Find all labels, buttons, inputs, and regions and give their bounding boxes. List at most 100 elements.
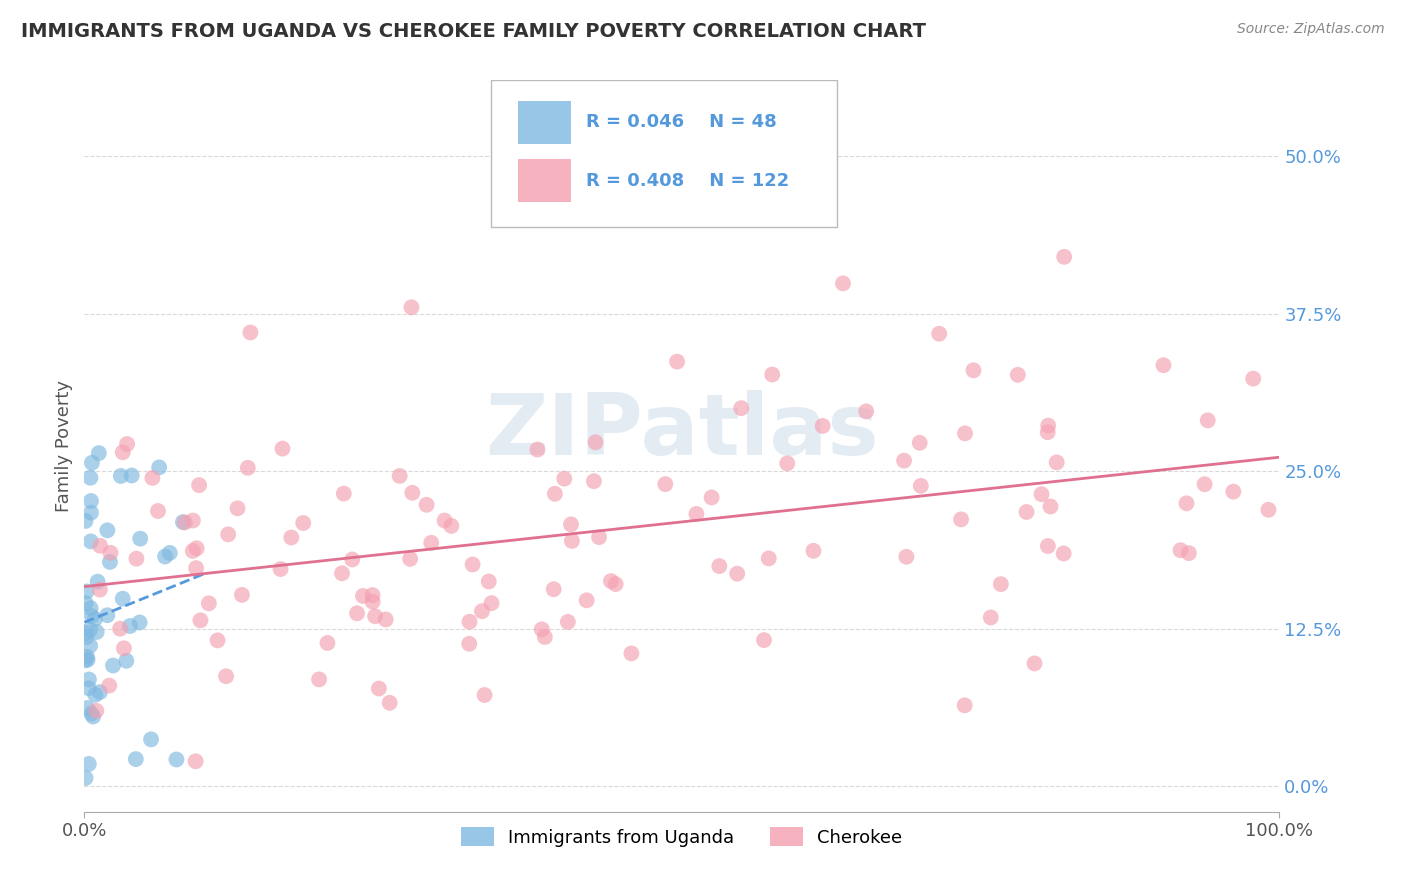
Point bbox=[685, 507, 707, 521]
Point bbox=[1038, 418, 1060, 433]
Point bbox=[433, 514, 456, 528]
Point bbox=[184, 561, 207, 575]
Point bbox=[236, 460, 259, 475]
Point bbox=[84, 688, 107, 702]
Point bbox=[1007, 368, 1029, 382]
Point bbox=[280, 531, 302, 545]
Point bbox=[87, 446, 110, 460]
Point bbox=[1053, 547, 1076, 561]
Point bbox=[1031, 487, 1053, 501]
Point bbox=[420, 536, 443, 550]
Point bbox=[316, 636, 339, 650]
FancyBboxPatch shape bbox=[519, 160, 571, 202]
Point bbox=[758, 551, 780, 566]
Point bbox=[1024, 657, 1046, 671]
Point bbox=[181, 514, 204, 528]
Point bbox=[1197, 413, 1219, 427]
Point bbox=[855, 404, 877, 418]
Point bbox=[80, 706, 103, 721]
Point bbox=[333, 486, 356, 500]
Point bbox=[832, 277, 855, 291]
Text: Source: ZipAtlas.com: Source: ZipAtlas.com bbox=[1237, 22, 1385, 37]
Point bbox=[388, 469, 411, 483]
Point bbox=[330, 566, 353, 581]
Point bbox=[80, 456, 103, 470]
Point bbox=[367, 681, 389, 696]
Point bbox=[478, 574, 501, 589]
Point bbox=[585, 435, 607, 450]
Text: R = 0.046    N = 48: R = 0.046 N = 48 bbox=[586, 113, 778, 131]
Point bbox=[1178, 546, 1201, 560]
Point bbox=[364, 609, 387, 624]
Point bbox=[215, 669, 238, 683]
Point bbox=[1241, 371, 1264, 385]
Point bbox=[153, 549, 176, 564]
Point bbox=[811, 418, 834, 433]
Point bbox=[896, 549, 918, 564]
Point bbox=[89, 539, 111, 553]
Point bbox=[226, 501, 249, 516]
Point bbox=[474, 688, 496, 702]
Text: IMMIGRANTS FROM UGANDA VS CHEROKEE FAMILY POVERTY CORRELATION CHART: IMMIGRANTS FROM UGANDA VS CHEROKEE FAMIL… bbox=[21, 22, 927, 41]
Legend: Immigrants from Uganda, Cherokee: Immigrants from Uganda, Cherokee bbox=[454, 820, 910, 854]
Point bbox=[115, 437, 138, 451]
Point bbox=[120, 619, 142, 633]
Point bbox=[1036, 539, 1059, 553]
Point bbox=[181, 544, 204, 558]
Point bbox=[76, 652, 98, 666]
Point bbox=[953, 698, 976, 713]
Point bbox=[1015, 505, 1038, 519]
Point bbox=[588, 530, 610, 544]
Point bbox=[86, 624, 108, 639]
Point bbox=[378, 696, 401, 710]
Point bbox=[803, 543, 825, 558]
Point bbox=[962, 363, 984, 377]
Point bbox=[146, 504, 169, 518]
Point bbox=[75, 514, 97, 528]
Point bbox=[188, 478, 211, 492]
Point bbox=[80, 534, 103, 549]
Point bbox=[928, 326, 950, 341]
Point bbox=[1053, 250, 1076, 264]
Point bbox=[96, 608, 118, 623]
Point bbox=[111, 591, 134, 606]
Point bbox=[361, 588, 384, 602]
Point bbox=[75, 653, 97, 667]
Point bbox=[725, 566, 748, 581]
Point bbox=[76, 649, 98, 664]
Point bbox=[77, 756, 100, 771]
Point bbox=[129, 532, 152, 546]
Point bbox=[82, 709, 104, 723]
Point bbox=[620, 647, 643, 661]
Point bbox=[543, 582, 565, 597]
Point bbox=[666, 354, 689, 368]
Point bbox=[77, 673, 100, 687]
Point bbox=[1039, 500, 1062, 514]
Point bbox=[560, 517, 582, 532]
Point bbox=[544, 487, 567, 501]
Point bbox=[1194, 477, 1216, 491]
Point bbox=[776, 456, 799, 470]
Point bbox=[582, 474, 605, 488]
Point bbox=[461, 558, 484, 572]
Point bbox=[75, 625, 97, 640]
Point bbox=[1257, 502, 1279, 516]
Point bbox=[415, 498, 437, 512]
Point bbox=[1153, 358, 1175, 372]
Point bbox=[173, 516, 195, 530]
Point bbox=[1170, 543, 1192, 558]
Point bbox=[79, 639, 101, 653]
Point bbox=[139, 732, 162, 747]
Point bbox=[125, 551, 148, 566]
Point bbox=[530, 623, 553, 637]
Point bbox=[458, 637, 481, 651]
Point bbox=[752, 633, 775, 648]
Point bbox=[605, 577, 627, 591]
Point bbox=[121, 468, 143, 483]
Point bbox=[86, 704, 108, 718]
Point bbox=[654, 477, 676, 491]
Point bbox=[440, 519, 463, 533]
Point bbox=[77, 681, 100, 696]
Point bbox=[526, 442, 548, 457]
Point bbox=[101, 658, 124, 673]
